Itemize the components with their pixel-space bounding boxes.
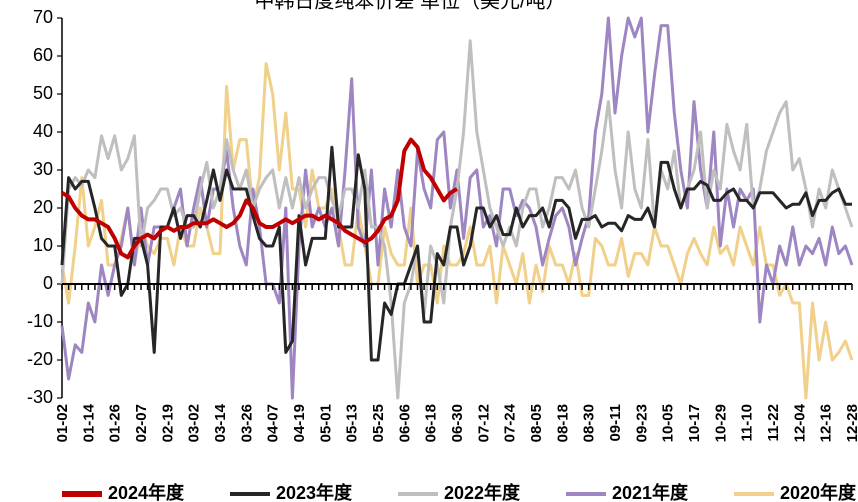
y-tick-label: 50: [33, 83, 53, 103]
x-tick-label: 03-14: [212, 403, 229, 442]
legend-label: 2020年度: [780, 482, 857, 502]
x-tick-label: 03-02: [186, 404, 203, 442]
x-tick-label: 02-07: [133, 404, 150, 442]
y-tick-label: 60: [33, 45, 53, 65]
x-tick-label: 09-11: [607, 404, 624, 442]
x-tick-label: 10-17: [686, 404, 703, 442]
series-line: [60, 16, 854, 400]
x-tick-label: 11-10: [739, 404, 756, 442]
y-tick-label: -20: [27, 349, 53, 369]
x-tick-label: 01-14: [80, 403, 97, 442]
x-tick-label: 06-30: [449, 404, 466, 442]
legend-label: 2022年度: [444, 482, 521, 502]
y-tick-label: -30: [27, 387, 53, 407]
x-tick-label: 05-25: [370, 404, 387, 442]
x-tick-label: 04-19: [291, 404, 308, 442]
legend-label: 2024年度: [108, 482, 185, 502]
series-line: [60, 145, 852, 362]
x-tick-label: 07-24: [502, 403, 519, 442]
x-tick-label: 06-18: [423, 404, 440, 442]
x-tick-label: 11-22: [765, 404, 782, 442]
x-tick-label: 10-05: [660, 404, 677, 442]
chart-title: 中韩日度纯苯价差 单位（美元/吨）: [254, 0, 565, 12]
x-tick-label: 04-07: [265, 404, 282, 442]
x-tick-label: 02-19: [159, 404, 176, 442]
x-tick-label: 10-29: [712, 404, 729, 442]
x-tick-label: 12-16: [818, 404, 835, 442]
y-tick-label: 70: [33, 7, 53, 27]
x-tick-label: 08-05: [528, 404, 545, 442]
x-tick-label: 01-26: [107, 404, 124, 442]
y-tick-label: 10: [33, 235, 53, 255]
x-tick-label: 05-13: [344, 404, 361, 442]
series-line: [61, 137, 458, 260]
y-tick-label: 40: [33, 121, 53, 141]
x-tick-label: 09-23: [633, 404, 650, 442]
series-line: [60, 62, 854, 400]
legend-label: 2023年度: [276, 482, 353, 502]
x-tick-label: 08-18: [554, 404, 571, 442]
x-tick-label: 06-06: [396, 404, 413, 442]
y-tick-label: 0: [43, 273, 53, 293]
x-tick-label: 07-12: [475, 404, 492, 442]
x-tick-label: 12-28: [844, 404, 858, 442]
x-tick-label: 03-26: [238, 404, 255, 442]
x-tick-label: 01-02: [54, 404, 71, 442]
y-tick-label: -10: [27, 311, 53, 331]
x-tick-label: 05-01: [317, 404, 334, 442]
y-tick-label: 20: [33, 197, 53, 217]
x-tick-label: 08-30: [581, 404, 598, 442]
y-tick-label: 30: [33, 159, 53, 179]
legend-label: 2021年度: [612, 482, 689, 502]
x-tick-label: 12-04: [791, 403, 808, 442]
